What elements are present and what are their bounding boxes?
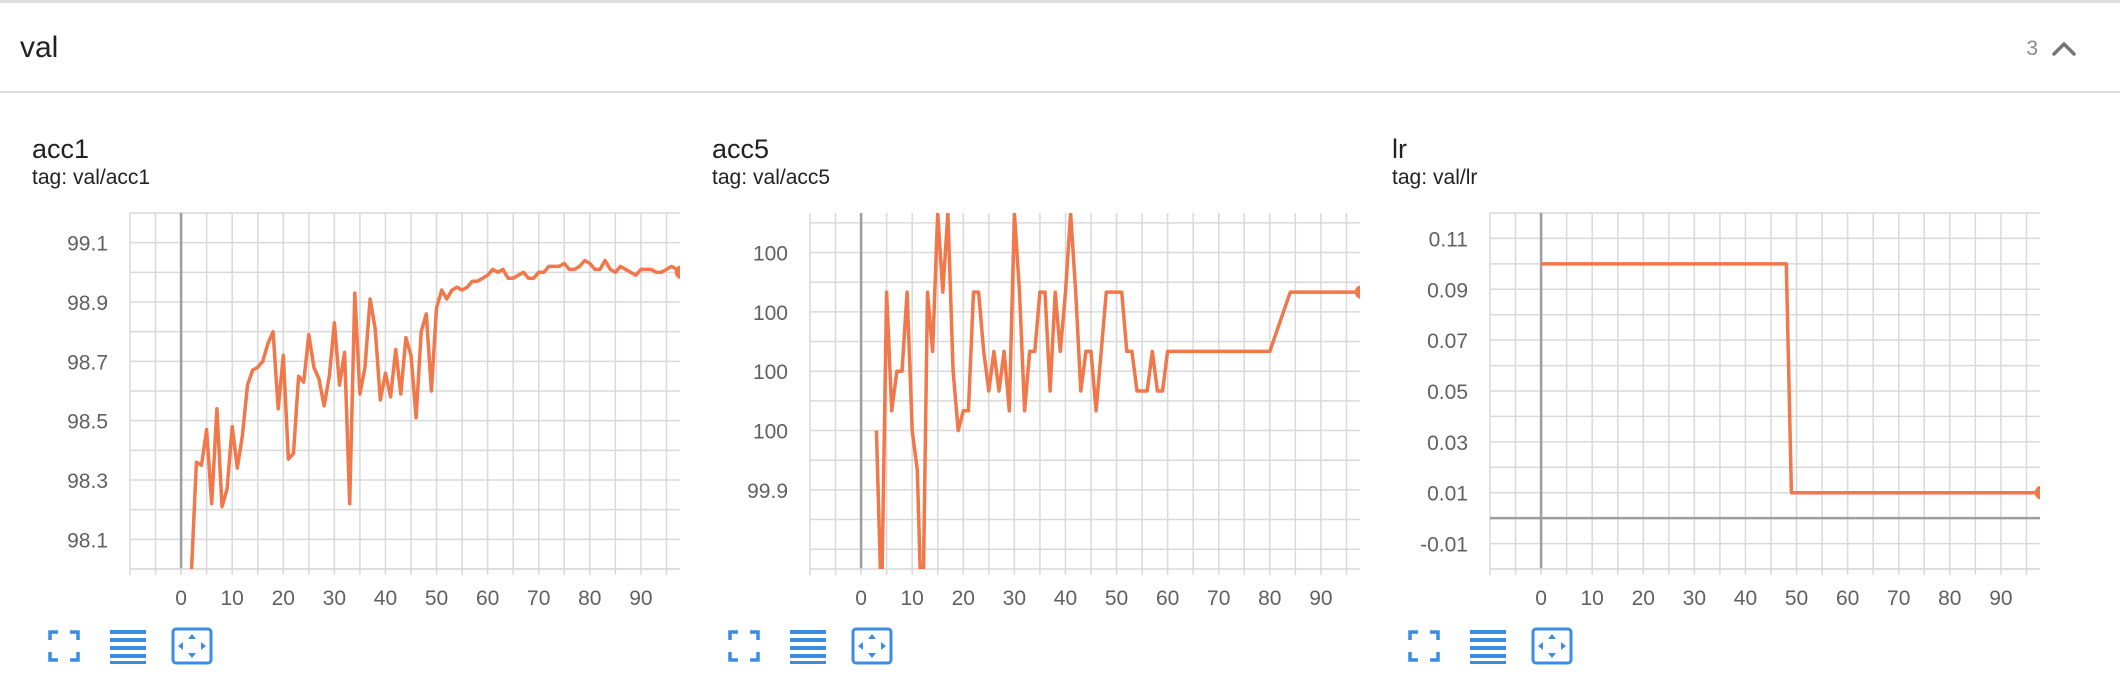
group-header[interactable]: val 3: [0, 3, 2120, 93]
line-chart-acc1[interactable]: 0 10 20 30 40 50 60 70 80 90 98.1 98.3 98.5 98.7 98.9 9…: [0, 110, 680, 610]
x-tick-label: 10: [221, 587, 244, 610]
y-tick-label: 0.11: [1429, 228, 1468, 251]
chart-tag: tag: val/acc5: [712, 166, 830, 190]
x-tick-label: 50: [425, 587, 448, 610]
x-tick-label: 20: [952, 587, 975, 610]
chart-card-lr: lr tag: val/lr 0 10 20 30 40 50 60 70 80 90 -0.01 0.…: [1360, 110, 2040, 686]
fullscreen-icon: [48, 630, 80, 662]
chart-title: lr: [1392, 134, 1407, 164]
series-line: [189, 258, 680, 569]
fit-domain-icon: [1531, 627, 1573, 665]
chart-tag: tag: val/acc1: [32, 166, 150, 190]
tag-value: val/acc1: [73, 166, 151, 189]
x-tick-label: 70: [1207, 587, 1230, 610]
chevron-up-icon[interactable]: [2048, 33, 2080, 65]
fullscreen-icon: [1408, 630, 1440, 662]
chart-card-acc5: acc5 tag: val/acc5 0 10 20 30 40 50 60 70 80 90 99.…: [680, 110, 1360, 686]
toggle-y-log-button[interactable]: [1466, 624, 1510, 668]
y-tick-label: 0.03: [1427, 432, 1468, 455]
fit-domain-icon: [171, 627, 213, 665]
toggle-y-log-icon: [790, 630, 826, 664]
y-tick-label: 0.05: [1427, 381, 1468, 404]
series-line: [1541, 262, 2040, 495]
y-tick-label: 98.7: [67, 351, 108, 374]
series-end-point: [674, 265, 680, 280]
tag-label: tag:: [712, 166, 748, 189]
tag-label: tag:: [1392, 166, 1428, 189]
y-tick-label: 99.1: [67, 233, 108, 256]
x-tick-label: 70: [1887, 587, 1910, 610]
y-tick-label: 98.3: [67, 470, 108, 493]
y-tick-label: 100: [753, 421, 788, 444]
x-tick-label: 60: [1156, 587, 1179, 610]
chart-tag: tag: val/lr: [1392, 166, 1477, 190]
x-tick-label: 50: [1785, 587, 1808, 610]
line-chart-lr[interactable]: 0 10 20 30 40 50 60 70 80 90 -0.01 0.01 0.03 0.05 0.07…: [1360, 110, 2040, 610]
x-tick-label: 0: [175, 587, 187, 610]
y-tick-label: 100: [753, 361, 788, 384]
x-tick-label: 90: [629, 587, 652, 610]
chart-title: acc5: [712, 134, 770, 164]
series-line: [874, 213, 1360, 569]
y-tick-label: 99.9: [747, 480, 788, 503]
x-tick-label: 80: [1938, 587, 1961, 610]
x-tick-label: 30: [323, 587, 346, 610]
x-tick-label: 10: [901, 587, 924, 610]
x-tick-label: 60: [476, 587, 499, 610]
x-tick-label: 40: [1734, 587, 1757, 610]
y-tick-label: 100: [753, 243, 788, 266]
fullscreen-icon: [728, 630, 760, 662]
fullscreen-button[interactable]: [1402, 624, 1446, 668]
x-tick-label: 90: [1309, 587, 1332, 610]
x-tick-label: 30: [1683, 587, 1706, 610]
chart-title: acc1: [32, 134, 90, 164]
x-tick-label: 40: [1054, 587, 1077, 610]
x-tick-label: 50: [1105, 587, 1128, 610]
fullscreen-button[interactable]: [722, 624, 766, 668]
tag-value: val/lr: [1433, 166, 1478, 189]
toggle-y-log-icon: [1470, 630, 1506, 664]
fit-domain-icon: [851, 627, 893, 665]
fit-domain-button[interactable]: [170, 624, 214, 668]
tag-label: tag:: [32, 166, 68, 189]
y-tick-label: 98.5: [67, 411, 108, 434]
y-tick-label: -0.01: [1420, 534, 1468, 557]
y-tick-label: 100: [753, 302, 788, 325]
x-tick-label: 80: [1258, 587, 1281, 610]
x-tick-label: 40: [374, 587, 397, 610]
x-tick-label: 0: [855, 587, 867, 610]
tag-value: val/acc5: [753, 166, 831, 189]
fit-domain-button[interactable]: [1530, 624, 1574, 668]
fit-domain-button[interactable]: [850, 624, 894, 668]
x-tick-label: 10: [1581, 587, 1604, 610]
x-tick-label: 0: [1535, 587, 1547, 610]
x-tick-label: 20: [272, 587, 295, 610]
x-tick-label: 20: [1632, 587, 1655, 610]
line-chart-acc5[interactable]: 0 10 20 30 40 50 60 70 80 90 99.9 100 100 100 100: [680, 110, 1360, 610]
x-tick-label: 60: [1836, 587, 1859, 610]
y-tick-label: 0.01: [1427, 483, 1468, 506]
x-tick-label: 80: [578, 587, 601, 610]
x-tick-label: 30: [1003, 587, 1026, 610]
y-tick-label: 98.9: [67, 292, 108, 315]
y-tick-label: 0.09: [1427, 279, 1468, 302]
chart-card-acc1: acc1 tag: val/acc1 0 10 20 30 40 50 60 70 80 90 98.…: [0, 110, 680, 686]
top-rule: [0, 0, 2120, 3]
fullscreen-button[interactable]: [42, 624, 86, 668]
toggle-y-log-icon: [110, 630, 146, 664]
y-tick-label: 0.07: [1427, 330, 1468, 353]
series-end-point: [1354, 285, 1360, 299]
toggle-y-log-button[interactable]: [786, 624, 830, 668]
x-tick-label: 90: [1989, 587, 2012, 610]
toggle-y-log-button[interactable]: [106, 624, 150, 668]
x-tick-label: 70: [527, 587, 550, 610]
y-tick-label: 98.1: [67, 529, 108, 552]
group-title: val: [20, 31, 59, 64]
series-end-point: [2034, 485, 2040, 500]
group-count-badge: 3: [2026, 37, 2038, 60]
